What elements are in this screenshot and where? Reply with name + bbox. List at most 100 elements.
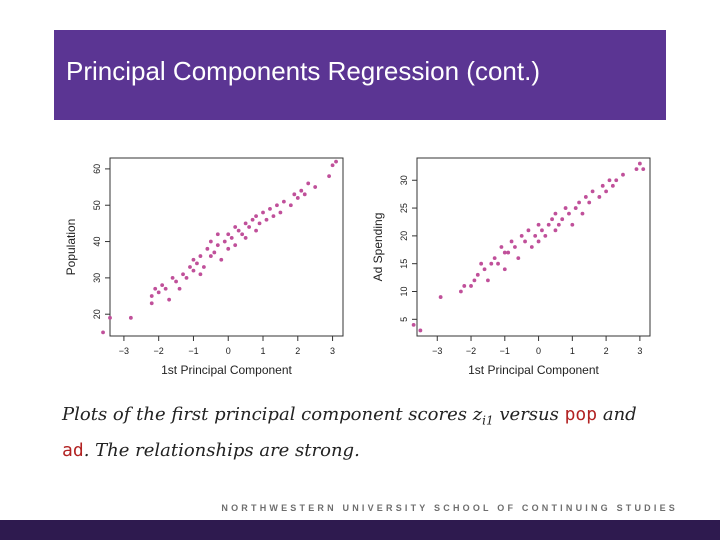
data-point (292, 192, 297, 197)
data-point (184, 275, 189, 280)
data-point (243, 236, 248, 240)
data-point (198, 272, 203, 277)
y-tick-label: 40 (92, 237, 102, 247)
x-tick-label: 3 (330, 346, 335, 356)
data-point (580, 211, 585, 216)
population-scatter-plot: −3 −2 −1 0 1 2 3 20 30 40 50 60 1st Principal Compon… (64, 157, 344, 377)
y-tick-label: 30 (399, 175, 409, 185)
data-point (128, 315, 133, 320)
data-point (208, 254, 213, 258)
plot-frame (416, 157, 651, 337)
footer-institution: NORTHWESTERN UNIVERSITY SCHOOL OF CONTIN… (221, 503, 678, 513)
data-point (268, 206, 272, 211)
x-tick-label: 0 (226, 346, 231, 356)
slide-title: Principal Components Regression (cont.) (66, 56, 540, 86)
data-point (233, 225, 238, 229)
data-point (247, 225, 252, 229)
data-point (236, 228, 241, 233)
caption-subscript: i1 (482, 413, 494, 428)
data-point (411, 322, 416, 327)
data-point (208, 239, 213, 244)
data-point (502, 267, 507, 272)
data-point (469, 284, 473, 288)
y-tick-label: 20 (92, 309, 102, 319)
data-point (550, 217, 554, 222)
data-point (509, 239, 514, 244)
data-point (170, 275, 175, 280)
caption-code-pop: pop (564, 404, 598, 425)
data-point (516, 256, 521, 261)
data-point (567, 211, 571, 216)
data-point (590, 189, 595, 194)
data-point (570, 222, 575, 227)
data-point (233, 243, 238, 248)
data-point (472, 278, 477, 283)
data-point (607, 178, 612, 183)
x-tick-label: −1 (500, 346, 510, 356)
data-point (604, 189, 609, 194)
data-point (167, 297, 172, 302)
data-point (560, 217, 565, 222)
data-point (546, 222, 551, 227)
data-point (198, 254, 203, 258)
x-tick-label: 1 (261, 346, 266, 356)
data-point (556, 222, 561, 227)
y-tick-label: 30 (92, 273, 102, 283)
data-point (288, 203, 293, 208)
data-point (302, 192, 307, 197)
data-point (264, 217, 269, 222)
caption-text-3: and (597, 404, 637, 425)
data-point (313, 185, 318, 189)
data-point (101, 330, 105, 335)
caption-text-1: Plots of the first principal component s… (62, 404, 473, 425)
data-point (222, 239, 227, 244)
data-point (229, 236, 234, 240)
data-point (486, 278, 490, 283)
y-tick-label: 25 (399, 203, 409, 213)
data-point (529, 245, 534, 249)
data-point (281, 199, 286, 204)
data-point (299, 188, 304, 193)
data-point (600, 183, 605, 188)
x-tick-label: 0 (536, 346, 541, 356)
y-tick-label: 5 (399, 317, 409, 322)
slide-caption: Plots of the first principal component s… (62, 400, 682, 465)
data-point (243, 221, 248, 226)
data-point (156, 290, 161, 295)
data-point (191, 268, 196, 273)
data-point (226, 232, 231, 237)
data-point (610, 183, 615, 188)
x-tick-label: −3 (432, 346, 442, 356)
data-point (475, 272, 480, 277)
data-point (108, 315, 112, 320)
ad-spending-scatter-plot: −3 −2 −1 0 1 2 3 5 10 15 20 25 30 1st Principal Compo… (371, 157, 651, 377)
data-point (479, 261, 484, 266)
data-point (149, 294, 154, 298)
data-point (482, 267, 487, 272)
data-point (563, 206, 568, 210)
data-point (250, 217, 255, 222)
data-point (278, 210, 283, 215)
data-point (553, 211, 558, 216)
data-point (188, 265, 192, 269)
caption-code-ad: ad (62, 439, 84, 461)
data-point (597, 195, 602, 199)
data-point (533, 233, 538, 238)
data-point (587, 200, 592, 205)
caption-text-4: . The relationships are strong. (83, 439, 360, 461)
data-point (330, 163, 335, 168)
data-point (526, 228, 531, 233)
caption-text-2: versus (493, 404, 565, 425)
data-point (149, 301, 154, 306)
data-point (215, 232, 220, 237)
data-point (536, 239, 541, 244)
data-point (226, 246, 231, 251)
data-point (458, 289, 463, 294)
data-point (462, 284, 467, 288)
data-point (219, 257, 224, 262)
data-point (577, 200, 581, 205)
data-point (195, 261, 199, 266)
data-point (438, 295, 443, 299)
data-point (502, 250, 507, 255)
x-tick-label: −1 (188, 346, 198, 356)
